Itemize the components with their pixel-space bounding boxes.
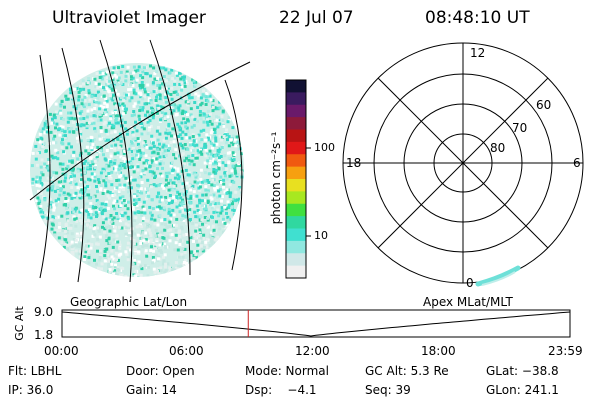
time-label: 08:48:10 UT <box>425 8 530 28</box>
colorbar-tick-label-100: 100 <box>314 141 335 154</box>
polar-aurora-speck <box>475 265 521 287</box>
door-info: Door: Open <box>126 364 195 378</box>
ip-info: IP: 36.0 <box>8 383 54 397</box>
seq-info: Seq: 39 <box>365 383 411 397</box>
colorbar-segment <box>286 141 306 155</box>
colorbar <box>286 80 306 279</box>
colorbar-segment <box>286 179 306 192</box>
colorbar-segment <box>286 191 306 205</box>
lat-label-70: 70 <box>512 121 528 135</box>
mlt-label-18: 18 <box>346 156 362 170</box>
colorbar-segment <box>286 240 306 254</box>
altitude-ytick-9: 9.0 <box>34 305 54 319</box>
filter-info: Flt: LBHL <box>8 364 62 378</box>
lat-label-80: 80 <box>490 141 506 155</box>
altitude-ylabel: GC Alt <box>12 306 26 341</box>
instrument-title: Ultraviolet Imager <box>52 8 206 28</box>
gc-alt-info: GC Alt: 5.3 Re <box>365 364 449 378</box>
gain-info: Gain: 14 <box>126 383 177 397</box>
colorbar-unit-label: photon cm⁻²s⁻¹ <box>269 131 283 225</box>
colorbar-tick-label-10: 10 <box>314 229 328 242</box>
date-label: 22 Jul 07 <box>279 8 354 28</box>
time-tick-2359: 23:59 <box>548 344 583 358</box>
uv-image-disk <box>29 39 251 283</box>
colorbar-segment <box>286 166 306 180</box>
colorbar-segment <box>286 129 306 143</box>
mode-info: Mode: Normal <box>245 364 329 378</box>
mlt-label-12: 12 <box>470 46 486 60</box>
colorbar-segment <box>286 92 306 106</box>
colorbar-frame <box>285 79 307 279</box>
longitude-line <box>39 54 51 279</box>
colorbar-segment <box>286 104 306 118</box>
glon-info: GLon: 241.1 <box>486 383 559 397</box>
colorbar-segment <box>286 228 306 242</box>
colorbar-segment <box>286 80 306 93</box>
longitude-line <box>149 39 191 276</box>
mlt-label-6: 6 <box>573 156 581 170</box>
colorbar-segment <box>286 253 306 267</box>
colorbar-segment <box>286 117 306 130</box>
longitude-line <box>99 39 133 283</box>
geographic-label: Geographic Lat/Lon <box>70 295 188 309</box>
altitude-ytick-1-8: 1.8 <box>34 328 54 342</box>
polar-diagonal <box>377 77 549 249</box>
longitude-line <box>224 79 243 271</box>
colorbar-segment <box>286 216 306 229</box>
mlt-label-0: 0 <box>466 276 474 290</box>
altitude-curve <box>61 311 571 337</box>
altitude-frame <box>61 309 571 338</box>
altitude-plot <box>61 309 571 338</box>
lat-label-60: 60 <box>536 98 552 112</box>
longitude-line <box>61 47 85 283</box>
apex-label: Apex MLat/MLT <box>423 295 513 309</box>
time-tick-18: 18:00 <box>421 344 456 358</box>
time-tick-12: 12:00 <box>295 344 330 358</box>
colorbar-segment <box>286 203 306 217</box>
colorbar-segment <box>286 154 306 168</box>
polar-plot <box>342 42 584 284</box>
glat-info: GLat: −38.8 <box>486 364 559 378</box>
geographic-grid <box>29 39 251 283</box>
latitude-line <box>29 61 251 201</box>
colorbar-segment <box>286 265 306 279</box>
time-tick-06: 06:00 <box>169 344 204 358</box>
dsp-info: Dsp: −4.1 <box>245 383 317 397</box>
time-tick-00: 00:00 <box>44 344 79 358</box>
